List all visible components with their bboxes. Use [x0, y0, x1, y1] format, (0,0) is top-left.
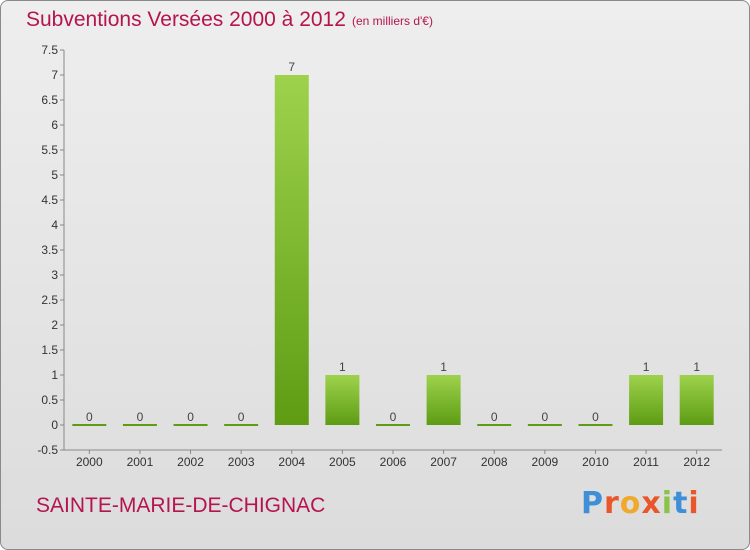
logo-letter: P	[581, 486, 604, 521]
data-label: 1	[643, 360, 650, 374]
chart-unit: (en milliers d'€)	[352, 14, 433, 28]
x-tick-label: 2007	[430, 455, 457, 469]
bar	[426, 375, 461, 425]
y-tick-label: 2	[51, 318, 58, 332]
data-label: 0	[137, 410, 144, 424]
y-tick-label: -0.5	[37, 443, 58, 457]
x-tick-label: 2011	[633, 455, 659, 469]
data-label: 0	[491, 410, 498, 424]
proxiti-logo[interactable]: Proxiti	[581, 486, 700, 521]
y-tick-label: 6.5	[41, 93, 58, 107]
y-tick-label: 4.5	[41, 193, 58, 207]
data-label: 0	[592, 410, 599, 424]
y-tick-label: 3	[51, 268, 58, 282]
y-tick-label: 5.5	[41, 143, 58, 157]
bar	[72, 424, 107, 426]
y-tick-label: 3.5	[41, 243, 58, 257]
bar	[376, 424, 410, 426]
x-tick-label: 2004	[278, 455, 305, 469]
y-tick-label: 0	[51, 418, 58, 432]
bar	[527, 424, 562, 426]
y-tick-label: 2.5	[41, 293, 58, 307]
logo-letter: r	[604, 486, 620, 521]
bar	[629, 375, 664, 425]
logo-letter: o	[619, 486, 642, 521]
x-tick-label: 2002	[177, 455, 204, 469]
bar	[173, 424, 208, 426]
bar	[224, 424, 259, 426]
x-tick-label: 2010	[582, 455, 609, 469]
data-label: 0	[238, 410, 245, 424]
data-label: 0	[187, 410, 194, 424]
logo-letter: i	[688, 486, 700, 521]
y-tick-label: 6	[51, 118, 58, 132]
data-label: 1	[339, 360, 346, 374]
logo-letter: t	[673, 486, 689, 521]
y-tick-label: 7.5	[41, 43, 58, 57]
x-tick-label: 2009	[531, 455, 558, 469]
bar	[122, 424, 157, 426]
logo-letter: x	[641, 486, 662, 521]
x-tick-label: 2005	[329, 455, 356, 469]
y-tick-label: 7	[51, 68, 58, 82]
x-tick-label: 2012	[683, 455, 710, 469]
bar	[477, 424, 512, 426]
x-tick-label: 2001	[127, 455, 154, 469]
data-label: 7	[288, 60, 295, 74]
data-label: 1	[440, 360, 447, 374]
data-label: 0	[390, 410, 397, 424]
commune-name: SAINTE-MARIE-DE-CHIGNAC	[36, 494, 326, 517]
y-tick-label: 1	[51, 368, 58, 382]
data-label: 1	[693, 360, 700, 374]
data-label: 0	[86, 410, 93, 424]
chart-title: Subventions Versées 2000 à 2012	[26, 8, 346, 31]
x-tick-label: 2008	[481, 455, 508, 469]
data-label: 0	[542, 410, 549, 424]
y-tick-label: 5	[51, 168, 58, 182]
y-tick-label: 4	[51, 218, 58, 232]
y-tick-label: 1.5	[41, 343, 58, 357]
bar	[679, 375, 714, 425]
x-tick-label: 2000	[76, 455, 103, 469]
bar	[325, 375, 360, 425]
bar	[274, 75, 309, 425]
x-tick-label: 2003	[228, 455, 255, 469]
x-tick-label: 2006	[380, 455, 407, 469]
y-tick-label: 0.5	[41, 393, 58, 407]
logo-letter: i	[661, 486, 674, 521]
bar	[578, 424, 613, 426]
